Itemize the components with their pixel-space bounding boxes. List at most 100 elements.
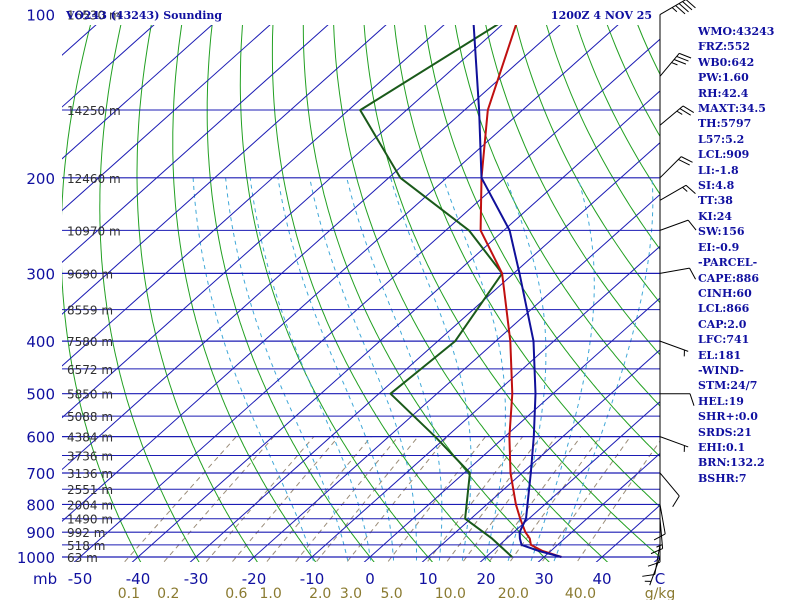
pressure-tick-label: 900 — [26, 524, 55, 542]
mixing-ratio-line — [576, 440, 660, 562]
height-label: 5088 m — [67, 410, 113, 424]
height-label: 1490 m — [67, 513, 113, 527]
wind-barb — [659, 105, 695, 126]
temperature-tick-label: 20 — [476, 570, 495, 588]
wind-barb-staff — [659, 156, 682, 179]
temperature-profile-line — [479, 25, 562, 558]
wind-barb-full-flag — [689, 267, 697, 280]
wind-barb-full-flag — [682, 1, 693, 11]
wind-barb — [659, 340, 689, 357]
wind-barb-full-flag — [685, 0, 696, 9]
mixing-ratio-tick-label: 0.2 — [157, 586, 179, 600]
pressure-tick-label: 500 — [26, 386, 55, 404]
isotherm-line — [421, 349, 660, 562]
isotherm-line — [537, 452, 660, 562]
index-line: WB0:642 — [698, 55, 755, 69]
moist-adiabat-line — [442, 177, 506, 562]
isotherm-line — [305, 245, 660, 562]
wind-barb-full-flag — [676, 55, 689, 62]
mixing-ratio-line — [509, 436, 601, 562]
wind-barb — [659, 0, 696, 15]
isotherm-line — [62, 25, 619, 522]
moist-adiabat-line — [390, 177, 472, 562]
isotherm-line — [62, 25, 329, 264]
dry-adiabat-line — [99, 25, 200, 562]
mixing-ratio-unit: g/kg — [645, 586, 676, 600]
index-line: EL:181 — [698, 348, 742, 362]
index-line: SI:4.8 — [698, 179, 735, 193]
index-line: SW:156 — [698, 225, 745, 239]
index-line: RH:42.4 — [698, 86, 749, 100]
dry-adiabat-line — [333, 25, 609, 562]
index-line: -WIND- — [698, 363, 744, 377]
index-line: EI:-0.9 — [698, 240, 740, 254]
wind-barb — [659, 267, 697, 280]
isotherm-line — [62, 25, 503, 419]
mixing-ratio-tick-label: 0.6 — [225, 586, 247, 600]
wind-barb-staff — [659, 219, 689, 231]
index-line: -PARCEL- — [698, 256, 758, 270]
height-label: 14250 m — [67, 104, 121, 118]
wind-barb-staff — [659, 518, 664, 549]
wind-barb-staff — [659, 340, 689, 352]
index-line: BRN:132.2 — [698, 456, 765, 470]
height-label: 2004 m — [67, 498, 113, 512]
parcel-profile-line — [472, 25, 562, 558]
wind-barb — [644, 556, 661, 586]
pressure-tick-label: 800 — [26, 496, 55, 514]
height-label: 9690 m — [67, 267, 113, 281]
index-line: LFC:741 — [698, 333, 750, 347]
index-line: FRZ:552 — [698, 40, 751, 54]
pressure-tick-label: 700 — [26, 465, 55, 483]
pressure-tick-label: 300 — [26, 265, 55, 283]
wind-barb-full-flag — [685, 184, 696, 195]
moist-adiabat-line — [277, 177, 395, 562]
dry-adiabat-line — [515, 25, 660, 304]
height-labels: 16530 m 14250 m 12460 m 10970 m 9690 m 8559 m… — [67, 9, 121, 565]
height-label: 12460 m — [67, 172, 121, 186]
mixing-ratio-tick-label: 3.0 — [340, 586, 362, 600]
pressure-axis-unit: mb — [33, 570, 57, 588]
index-line: SRDS:21 — [698, 425, 752, 439]
wind-barb-full-flag — [679, 52, 692, 59]
wind-barb-staff — [649, 556, 661, 586]
height-label: 5850 m — [67, 388, 113, 402]
temperature-tick-label: -40 — [126, 570, 151, 588]
index-line: CAP:2.0 — [698, 317, 747, 331]
wind-barb — [659, 52, 692, 77]
dry-adiabat-line — [777, 2, 800, 568]
wind-barb-half-flag — [671, 62, 678, 66]
wind-barb-half-flag — [671, 7, 678, 13]
isotherm-line — [131, 90, 660, 562]
pressure-tick-label: 200 — [26, 170, 55, 188]
wind-barb — [660, 393, 695, 406]
wind-barb-full-flag — [687, 219, 697, 231]
index-line: HEL:19 — [698, 394, 744, 408]
wind-barb-staff — [659, 105, 684, 126]
wind-barb-full-flag — [678, 158, 690, 166]
wind-barb-full-flag — [673, 59, 687, 65]
mixing-ratio-tick-label: 0.1 — [118, 586, 140, 600]
isotherm-line — [62, 25, 445, 367]
height-label: 992 m — [67, 526, 105, 540]
wind-barb — [659, 436, 689, 452]
dry-adiabat-line — [454, 25, 660, 407]
wind-barb — [659, 156, 693, 179]
dewpoint-profile-line — [359, 25, 513, 558]
dry-adiabat-line — [271, 25, 492, 562]
wind-barb-full-flag — [682, 105, 695, 114]
indices-panel: WMO:43243 FRZ:552 WB0:642 PW:1.60 RH:42.4 MAX… — [698, 24, 774, 486]
mixing-ratio-tick-label: 20.0 — [498, 586, 529, 600]
index-line: CAPE:886 — [698, 271, 759, 285]
mixing-ratio-line — [462, 436, 557, 562]
isotherm-line — [62, 25, 155, 108]
dry-adiabat-line — [394, 25, 660, 508]
dry-adiabat-line — [363, 25, 660, 558]
isotherm-line — [363, 297, 660, 562]
mixing-ratio-line — [123, 436, 237, 562]
index-line: SHR+:0.0 — [698, 410, 758, 424]
diagram-grid — [62, 2, 800, 568]
wind-barb-staff — [659, 267, 690, 274]
